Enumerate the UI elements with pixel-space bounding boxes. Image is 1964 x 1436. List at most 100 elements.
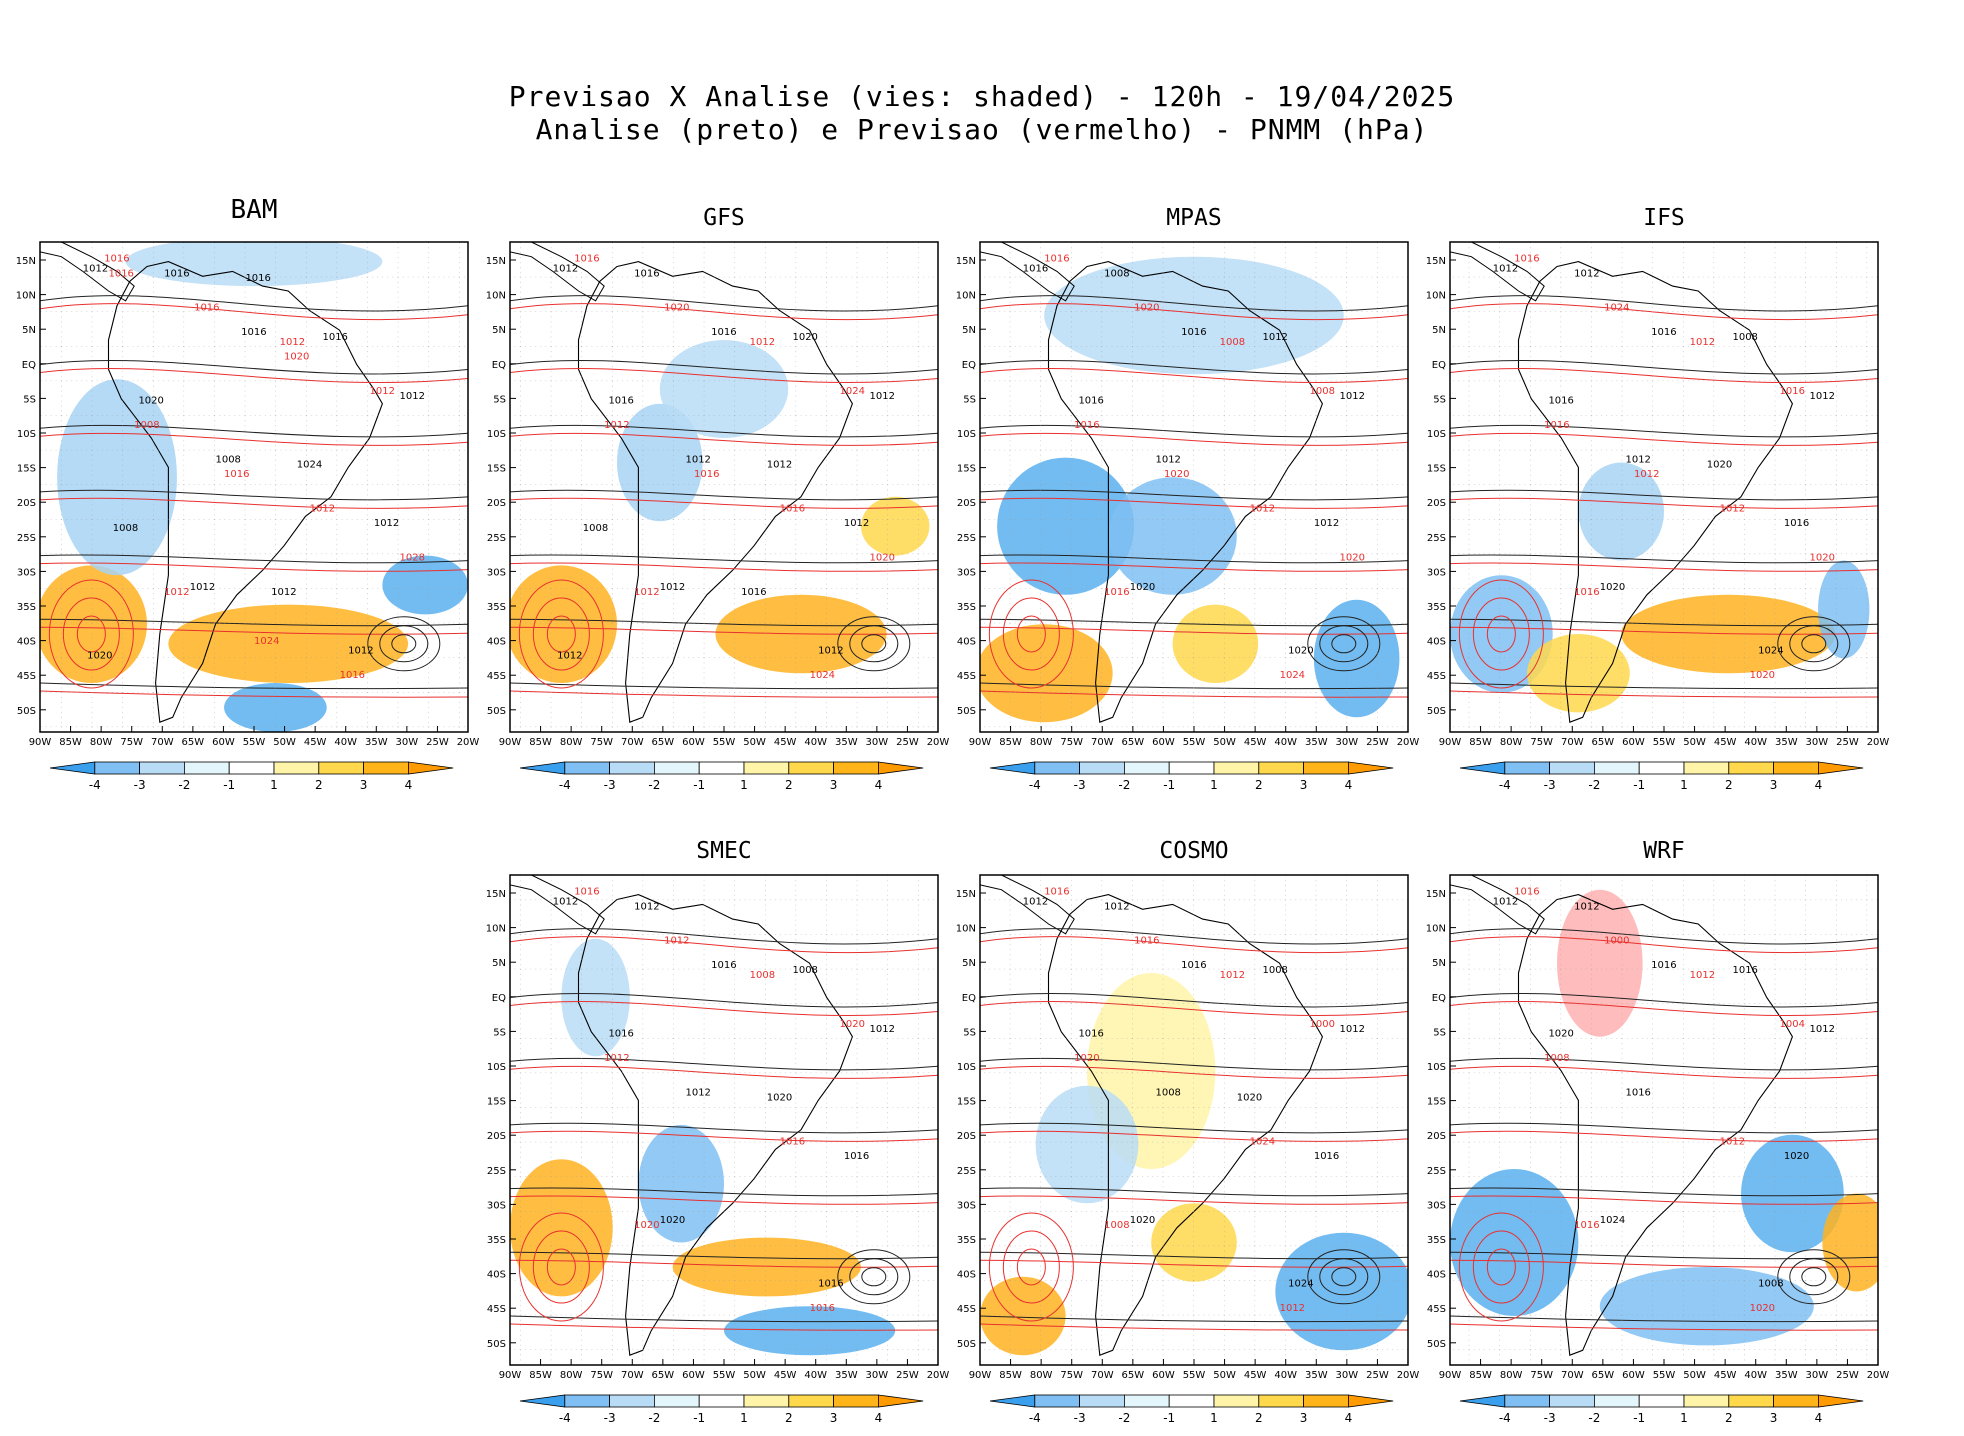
colorbar-label: 1 [740, 778, 748, 792]
colorbar-segment [1638, 761, 1685, 775]
lon-tick-label: 20W [1397, 737, 1420, 748]
lon-tick-label: 80W [1030, 737, 1053, 748]
lat-tick-label: 35S [957, 1235, 976, 1246]
lon-tick-label: 35W [365, 737, 388, 748]
lon-tick-label: 25W [1366, 1370, 1389, 1381]
colorbar-label: 1 [740, 1411, 748, 1425]
lat-tick-label: EQ [22, 360, 36, 371]
lon-tick-label: 80W [560, 737, 583, 748]
colorbar-label: -4 [89, 778, 101, 792]
figure-title-line1: Previsao X Analise (vies: shaded) - 120h… [508, 80, 1456, 113]
lat-tick-label: 45S [1427, 1304, 1446, 1315]
panel-cosmo: 1012101610121008101610201024101210081016… [956, 874, 1419, 1425]
lat-tick-label: 45S [17, 671, 36, 682]
figure-title-line2: Analise (preto) e Previsao (vermelho) - … [535, 113, 1429, 146]
lat-tick-label: 5S [1433, 1027, 1446, 1038]
lon-tick-label: 60W [1622, 737, 1645, 748]
colorbar: -4 -3 -2 -1 1 2 3 4 [989, 1394, 1394, 1425]
lat-tick-label: 20S [957, 1131, 976, 1142]
colorbar-segment [1258, 761, 1305, 775]
colorbar-segment [139, 761, 185, 775]
lat-tick-label: 5S [493, 394, 506, 405]
lat-tick-label: 15N [956, 889, 976, 900]
lat-tick-label: EQ [962, 360, 976, 371]
lat-tick-label: 35S [487, 1235, 506, 1246]
colorbar-label: -2 [648, 1411, 660, 1425]
lat-tick-label: 15N [16, 256, 36, 267]
colorbar-label: 3 [830, 778, 838, 792]
lon-tick-label: 25W [896, 1370, 919, 1381]
lon-tick-label: 50W [1213, 1370, 1236, 1381]
lon-tick-label: 90W [499, 1370, 522, 1381]
lon-tick-label: 40W [334, 737, 357, 748]
colorbar-segment [698, 761, 745, 775]
lon-tick-label: 35W [835, 737, 858, 748]
lat-tick-label: 40S [1427, 1270, 1446, 1281]
colorbar-label: 4 [875, 1411, 883, 1425]
lon-tick-label: 50W [273, 737, 296, 748]
lon-tick-label: 25W [1836, 737, 1859, 748]
panel-title: COSMO [1159, 838, 1229, 864]
lat-tick-label: 5N [492, 325, 506, 336]
lat-tick-label: 30S [487, 1200, 506, 1211]
lat-tick-label: 50S [957, 1339, 976, 1350]
lon-tick-label: 75W [120, 737, 143, 748]
lat-tick-label: 15S [957, 464, 976, 475]
lat-tick-label: 10N [1426, 924, 1446, 935]
lon-tick-label: 70W [621, 737, 644, 748]
lon-tick-label: 45W [1244, 737, 1267, 748]
lat-tick-label: 10S [957, 429, 976, 440]
lat-tick-label: 10N [486, 924, 506, 935]
lat-tick-label: 40S [957, 1270, 976, 1281]
colorbar-label: -4 [1499, 1411, 1511, 1425]
lon-tick-label: 90W [29, 737, 52, 748]
lon-tick-label: 70W [1091, 1370, 1114, 1381]
lon-tick-label: 75W [1060, 1370, 1083, 1381]
lon-tick-label: 25W [426, 737, 449, 748]
lon-tick-label: 20W [1867, 1370, 1890, 1381]
colorbar-label: -1 [1633, 1411, 1645, 1425]
colorbar-segment [228, 761, 275, 775]
colorbar-label: 4 [1815, 778, 1823, 792]
colorbar-label: -4 [1029, 778, 1041, 792]
colorbar-segment [1683, 761, 1730, 775]
colorbar-label: -1 [693, 778, 705, 792]
lat-tick-label: 5N [962, 325, 976, 336]
lon-tick-label: 80W [90, 737, 113, 748]
panel-mpas: 1016101610121012101210201020100810121016… [956, 241, 1420, 792]
colorbar-label: -2 [1118, 1411, 1130, 1425]
colorbar-segment [788, 1394, 834, 1408]
lat-tick-label: 10S [487, 429, 506, 440]
lon-tick-label: 40W [804, 1370, 827, 1381]
colorbar-segment [94, 761, 141, 775]
colorbar-label: 3 [1300, 778, 1308, 792]
lon-tick-label: 85W [529, 1370, 552, 1381]
colorbar-segment [743, 761, 790, 775]
lat-tick-label: 15S [17, 464, 36, 475]
lat-tick-label: 15N [486, 889, 506, 900]
colorbar-label: -2 [1588, 1411, 1600, 1425]
colorbar-label: -2 [178, 778, 190, 792]
colorbar-segment [743, 1394, 790, 1408]
lat-tick-label: 15S [1427, 464, 1446, 475]
lon-tick-label: 50W [1683, 737, 1706, 748]
lon-tick-label: 55W [713, 1370, 736, 1381]
lat-tick-label: 45S [487, 671, 506, 682]
colorbar-label: 2 [1255, 1411, 1263, 1425]
lon-tick-label: 85W [529, 737, 552, 748]
lon-tick-label: 65W [1592, 1370, 1615, 1381]
lon-tick-label: 90W [499, 737, 522, 748]
colorbar-label: 1 [270, 778, 278, 792]
lat-tick-label: 15S [957, 1097, 976, 1108]
colorbar-segment [1079, 1394, 1125, 1408]
colorbar-label: 4 [1815, 1411, 1823, 1425]
colorbar-label: -3 [1074, 778, 1086, 792]
lat-tick-label: 20S [957, 498, 976, 509]
lat-tick-label: 5S [23, 394, 36, 405]
lat-tick-label: 20S [1427, 1131, 1446, 1142]
colorbar-segment [1773, 1394, 1819, 1408]
colorbar-label: 1 [1680, 1411, 1688, 1425]
lon-tick-label: 60W [682, 1370, 705, 1381]
lat-tick-label: 10S [1427, 1062, 1446, 1073]
colorbar-label: 4 [1345, 1411, 1353, 1425]
